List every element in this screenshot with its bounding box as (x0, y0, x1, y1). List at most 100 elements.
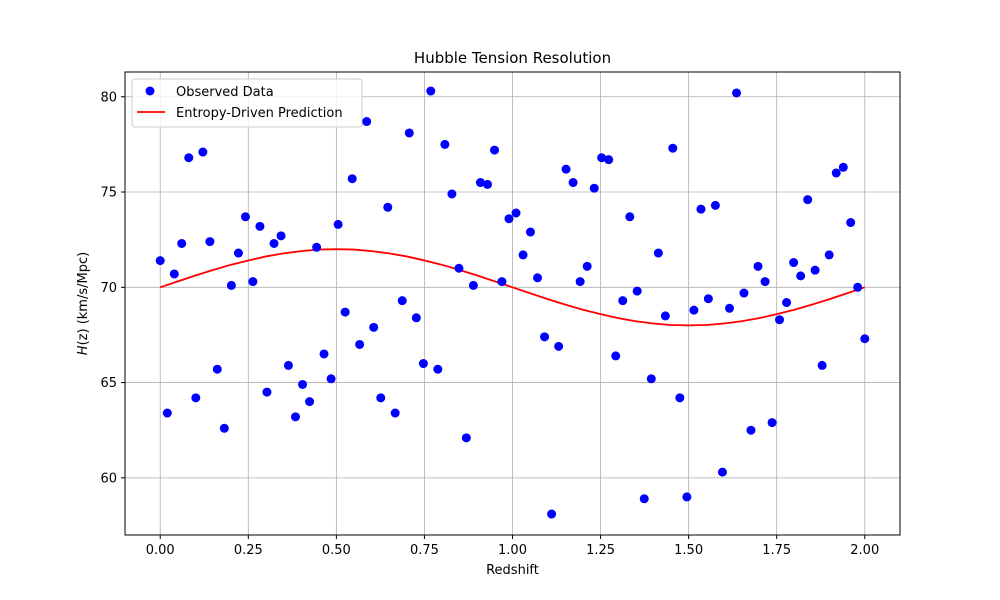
observed-data-point (447, 189, 457, 199)
observed-data-point (760, 277, 770, 287)
observed-data-point (169, 269, 179, 279)
observed-data-point (383, 202, 393, 212)
observed-data-point (810, 265, 820, 275)
observed-data-point (568, 178, 578, 188)
x-tick-label: 0.00 (146, 543, 175, 558)
observed-data-point (240, 212, 250, 222)
observed-data-point (696, 204, 706, 214)
observed-data-point (753, 261, 763, 271)
x-tick-label: 1.50 (674, 543, 703, 558)
y-axis-label-unit: (z) (km/s/Mpc) (76, 252, 91, 346)
observed-data-point (390, 408, 400, 418)
x-axis-label: Redshift (486, 563, 539, 578)
axes-ticks: 0.00 0.25 0.50 0.75 1.00 1.25 1.50 1.75 2.00 60 65… (100, 90, 879, 558)
observed-data-point (525, 227, 535, 237)
x-tick-label: 1.00 (498, 543, 527, 558)
observed-data-point (554, 341, 564, 351)
x-tick-label: 2.00 (850, 543, 879, 558)
observed-data-point (291, 412, 300, 422)
observed-data-point (796, 271, 806, 281)
observed-data-point (511, 208, 521, 218)
observed-data-point (155, 256, 165, 266)
x-tick-label: 1.25 (586, 543, 615, 558)
observed-data-point (668, 143, 678, 153)
observed-data-point (226, 280, 236, 290)
observed-data-point (233, 248, 243, 258)
observed-data-point (860, 334, 870, 344)
observed-data-point (497, 277, 507, 287)
observed-data-point (653, 248, 663, 258)
observed-data-point (675, 393, 685, 403)
legend: Observed Data Entropy-Driven Prediction (131, 78, 363, 128)
observed-data-point (411, 313, 421, 323)
observed-data-point (355, 339, 365, 349)
observed-data-point (397, 296, 407, 306)
observed-data-point (461, 433, 471, 443)
observed-data-point (482, 179, 492, 189)
observed-data-point (376, 393, 386, 403)
observed-data-point (362, 117, 372, 127)
observed-data-point (831, 168, 841, 178)
observed-data-point (732, 88, 742, 98)
observed-data-point (490, 145, 500, 155)
observed-data-point (255, 221, 265, 231)
observed-data-point (326, 374, 336, 384)
observed-data-point (276, 231, 286, 241)
observed-data-point (369, 322, 379, 332)
observed-data-point (824, 250, 834, 260)
legend-label-prediction: Entropy-Driven Prediction (176, 106, 343, 121)
y-tick-label: 70 (100, 281, 117, 296)
observed-data-point (775, 315, 785, 325)
y-tick-label: 80 (100, 90, 117, 105)
observed-data-point (611, 351, 621, 361)
observed-data-point (184, 153, 194, 163)
plot-area (155, 86, 870, 519)
observed-data-point (205, 237, 215, 247)
observed-data-point (618, 296, 628, 306)
observed-data-point (319, 349, 329, 359)
observed-data-point (533, 273, 543, 283)
observed-data-point (853, 282, 863, 292)
observed-data-point (639, 494, 649, 504)
observed-data-point (604, 155, 614, 165)
observed-data-point (838, 162, 848, 172)
observed-data-point (212, 364, 222, 374)
observed-data-point (746, 425, 756, 435)
chart-title: Hubble Tension Resolution (414, 49, 611, 67)
legend-box (131, 78, 363, 128)
observed-data-point (198, 147, 208, 157)
y-tick-label: 65 (100, 376, 117, 391)
observed-data-point (717, 467, 727, 477)
observed-data-point (547, 509, 557, 519)
observed-data-point (582, 261, 592, 271)
observed-data-point (333, 219, 343, 229)
observed-data-point (219, 423, 229, 433)
observed-data-point (789, 258, 799, 268)
x-tick-label: 0.25 (234, 543, 263, 558)
observed-data-point (725, 303, 734, 313)
observed-data-point (404, 128, 414, 138)
observed-data-point (468, 280, 478, 290)
y-axis-label: H(z) (km/s/Mpc) (76, 252, 91, 355)
observed-data-point (418, 359, 428, 369)
observed-data-point (262, 387, 272, 397)
observed-data-point (433, 364, 443, 374)
observed-data-point (177, 238, 187, 248)
observed-data-point (269, 238, 279, 248)
observed-data-point (660, 311, 670, 321)
observed-data-point (846, 218, 856, 228)
observed-data-point (703, 294, 713, 304)
observed-data-point (347, 174, 357, 184)
observed-data-point (632, 286, 642, 296)
observed-data-point (305, 397, 315, 407)
observed-data-point (426, 86, 436, 96)
observed-data-point (283, 360, 293, 370)
observed-data-point (298, 379, 308, 389)
observed-data-point (817, 360, 827, 370)
observed-data-point (803, 195, 813, 205)
observed-data-point (340, 307, 350, 317)
observed-data-point (646, 374, 656, 384)
observed-data-point (710, 200, 720, 210)
observed-data-point (191, 393, 201, 403)
